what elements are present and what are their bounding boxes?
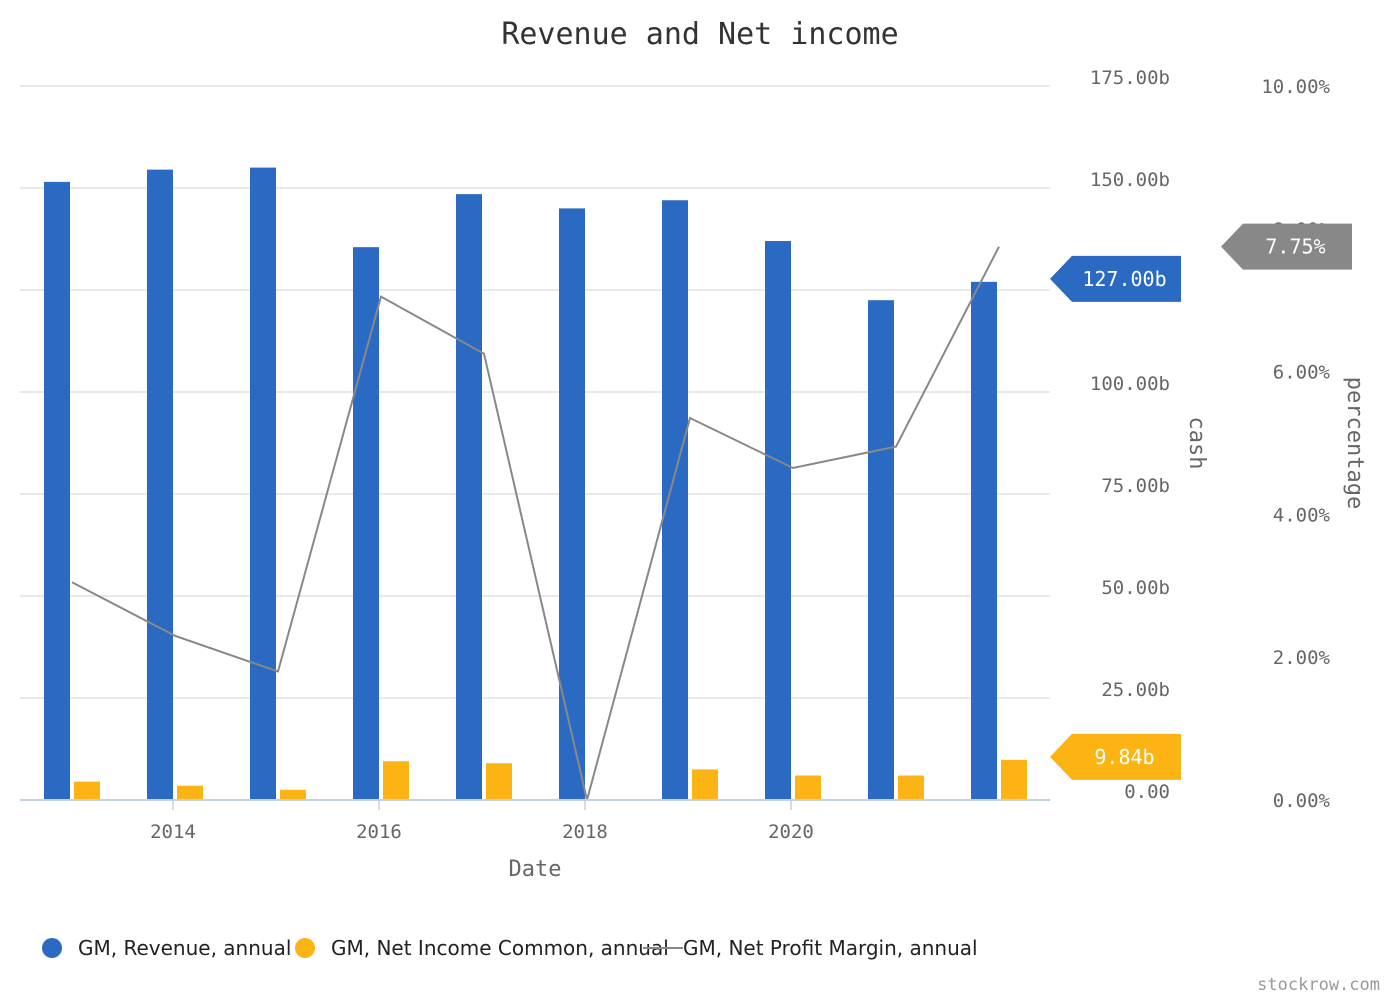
legend-label: GM, Net Income Common, annual [331,936,669,960]
revenue-bar[interactable] [559,208,585,800]
y-right-tick-label: 2.00% [1273,647,1331,669]
grid [20,85,1050,699]
y-axis-right-title: percentage [1342,377,1367,509]
net-income-bar[interactable] [177,785,203,800]
legend-item[interactable]: GM, Revenue, annual [42,936,291,960]
net-income-bar[interactable] [383,761,409,800]
y-left-tick-label: 75.00b [1101,475,1170,497]
net-income-bar[interactable] [1001,759,1027,800]
y-right-tick-label: 6.00% [1273,362,1331,384]
revenue-bar[interactable] [765,241,791,801]
net-profit-margin-last-value-flag [1221,223,1352,270]
revenue-last-value-flag-label: 127.00b [1082,267,1166,291]
revenue-bar[interactable] [868,300,894,800]
revenue-bar[interactable] [147,169,173,800]
revenue-bar[interactable] [456,194,482,800]
chart-title: Revenue and Net income [501,17,898,52]
legend-label: GM, Net Profit Margin, annual [683,936,978,960]
credit-text: stockrow.com [1257,975,1380,995]
legend-circle-marker [295,938,315,958]
revenue-bar[interactable] [250,167,276,801]
bars [44,167,1027,801]
net-income-bar[interactable] [74,781,100,800]
y-right-tick-label: 4.00% [1273,504,1331,526]
y-right-tick-label: 10.00% [1261,76,1330,98]
net-income-bar[interactable] [486,763,512,800]
revenue-bar[interactable] [662,200,688,801]
legend-item[interactable]: GM, Net Profit Margin, annual [643,936,978,960]
x-axis-title: Date [509,857,562,882]
net-income-bar[interactable] [692,769,718,800]
net-income-last-value-flag-label: 9.84b [1094,745,1154,769]
x-tick-label: 2020 [768,821,814,843]
y-left-tick-label: 175.00b [1090,67,1170,89]
x-tick-label: 2016 [356,821,402,843]
legend-label: GM, Revenue, annual [78,936,291,960]
net-income-bar[interactable] [898,775,924,800]
net-income-bar[interactable] [280,789,306,800]
net-income-last-value-flag [1050,733,1181,780]
revenue-last-value-flag [1050,255,1181,302]
y-left-tick-label: 100.00b [1090,373,1170,395]
net-profit-margin-last-value-flag-label: 7.75% [1265,235,1325,259]
line-series [71,246,1000,801]
net-profit-margin-line[interactable] [71,246,1000,801]
y-left-tick-label: 25.00b [1101,679,1170,701]
y-left-tick-label: 50.00b [1101,577,1170,599]
revenue-bar[interactable] [353,247,379,800]
legend[interactable]: GM, Revenue, annual GM, Net Income Common… [42,936,978,960]
y-left-tick-label: 0.00 [1124,781,1170,803]
revenue-bar[interactable] [971,281,997,801]
y-right-tick-label: 0.00% [1273,790,1331,812]
legend-item[interactable]: GM, Net Income Common, annual [295,936,669,960]
legend-circle-marker [42,938,62,958]
axes: 0.0025.00b50.00b75.00b100.00b125.00b150.… [20,67,1331,843]
y-axis-left-title: cash [1184,417,1209,470]
y-left-tick-label: 150.00b [1090,169,1170,191]
net-income-bar[interactable] [795,775,821,800]
revenue-bar[interactable] [44,181,70,800]
x-tick-label: 2018 [562,821,608,843]
x-tick-label: 2014 [150,821,196,843]
last-value-flags: 127.00b 9.84b 7.75% [1050,223,1352,780]
